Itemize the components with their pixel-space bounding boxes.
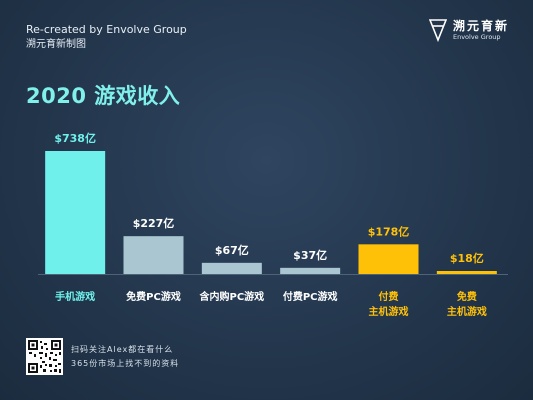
bar	[45, 151, 106, 274]
data-label: $18亿	[450, 251, 484, 265]
qr-code-icon	[26, 338, 63, 375]
category-label: 含内购PC游戏	[199, 290, 264, 303]
bar	[436, 271, 497, 274]
envolve-logo-icon	[428, 19, 447, 42]
footer: 扫码关注Alex都在看什么 365份市场上找不到的资料	[26, 338, 179, 375]
category-label: 付费PC游戏	[283, 290, 338, 303]
footer-line-1: 扫码关注Alex都在看什么	[71, 344, 174, 354]
bar	[358, 244, 419, 274]
category-label: 付费主机游戏	[369, 290, 409, 318]
bar	[280, 267, 341, 274]
credit-line-en: Re-created by Envolve Group	[26, 23, 187, 36]
category-label: 免费主机游戏	[447, 290, 487, 318]
logo-name-en: Envolve Group	[452, 32, 501, 41]
logo-name-cn: 溯元育新	[452, 18, 509, 33]
bar	[201, 262, 262, 274]
bar	[123, 236, 184, 274]
category-label: 手机游戏	[55, 290, 95, 303]
credit-block: Re-created by Envolve Group 溯元育新制图	[26, 22, 187, 52]
footer-line-2: 365份市场上找不到的资料	[71, 358, 180, 368]
data-label: $67亿	[215, 243, 249, 257]
data-label: $37亿	[293, 248, 327, 262]
data-label: $738亿	[54, 131, 96, 145]
chart-title: 2020 游戏收入	[26, 84, 181, 108]
category-label: 免费PC游戏	[126, 290, 181, 303]
credit-line-cn: 溯元育新制图	[26, 39, 86, 50]
data-label: $178亿	[368, 224, 410, 238]
data-label: $227亿	[133, 216, 175, 230]
brand-logo: 溯元育新 Envolve Group	[428, 18, 509, 42]
